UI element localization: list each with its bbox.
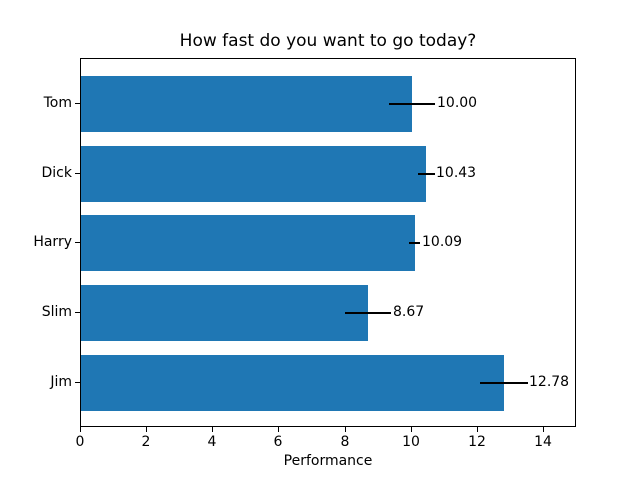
- x-tick-label: 6: [273, 434, 283, 450]
- bar-jim: [81, 355, 504, 411]
- error-bar: [409, 242, 420, 244]
- x-tick-mark: [278, 427, 279, 432]
- bar-tom: [81, 76, 412, 132]
- bar-value-label: 12.78: [529, 374, 570, 390]
- error-bar: [480, 382, 528, 384]
- x-tick-label: 4: [207, 434, 217, 450]
- x-tick-mark: [411, 427, 412, 432]
- bar-harry: [81, 215, 415, 271]
- x-tick-mark: [345, 427, 346, 432]
- plot-area: [80, 58, 576, 427]
- x-tick-label: 14: [534, 434, 552, 450]
- chart-title: How fast do you want to go today?: [179, 31, 477, 51]
- y-tick-label: Slim: [41, 304, 72, 320]
- y-tick-mark: [75, 242, 80, 243]
- x-tick-label: 2: [141, 434, 151, 450]
- error-bar: [389, 103, 435, 105]
- x-tick-mark: [146, 427, 147, 432]
- x-tick-mark: [477, 427, 478, 432]
- x-tick-mark: [543, 427, 544, 432]
- y-tick-label: Tom: [43, 95, 72, 111]
- error-bar: [345, 312, 391, 314]
- x-tick-label: 8: [340, 434, 350, 450]
- bar-value-label: 10.09: [422, 234, 463, 250]
- x-axis-label: Performance: [283, 453, 373, 469]
- bar-slim: [81, 285, 368, 341]
- x-tick-mark: [80, 427, 81, 432]
- y-tick-label: Jim: [50, 374, 72, 390]
- bar-value-label: 8.67: [393, 304, 425, 320]
- x-tick-label: 12: [468, 434, 486, 450]
- y-tick-label: Dick: [41, 165, 72, 181]
- x-tick-label: 0: [75, 434, 85, 450]
- y-tick-mark: [75, 312, 80, 313]
- y-tick-mark: [75, 382, 80, 383]
- y-tick-label: Harry: [33, 234, 72, 250]
- y-tick-mark: [75, 103, 80, 104]
- x-tick-mark: [212, 427, 213, 432]
- x-tick-label: 10: [402, 434, 420, 450]
- bar-dick: [81, 146, 426, 202]
- bar-value-label: 10.43: [436, 165, 477, 181]
- error-bar: [418, 173, 435, 175]
- bar-value-label: 10.00: [437, 95, 478, 111]
- y-tick-mark: [75, 173, 80, 174]
